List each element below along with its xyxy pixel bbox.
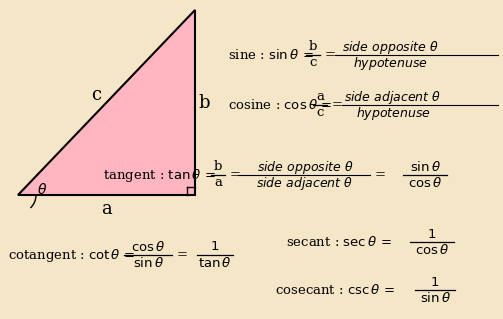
Text: sine : $\sin\theta\,=$: sine : $\sin\theta\,=$ <box>228 48 314 62</box>
Text: $\theta$: $\theta$ <box>37 182 47 197</box>
Text: $1$: $1$ <box>431 276 440 288</box>
Text: $1$: $1$ <box>210 241 220 254</box>
Text: c: c <box>316 107 324 120</box>
Text: c: c <box>309 56 317 70</box>
Text: a: a <box>214 176 222 189</box>
Text: $\cos\theta$: $\cos\theta$ <box>408 176 442 190</box>
Text: $1$: $1$ <box>428 227 437 241</box>
Text: cosine : $\cos\theta\,=$: cosine : $\cos\theta\,=$ <box>228 98 332 112</box>
Text: a: a <box>316 91 324 103</box>
Text: $\mathit{hypotenuse}$: $\mathit{hypotenuse}$ <box>353 55 428 71</box>
Text: $\mathit{side\ adjacent}\ \mathit{\theta}$: $\mathit{side\ adjacent}\ \mathit{\theta… <box>345 88 442 106</box>
Text: b: b <box>198 93 210 112</box>
Text: a: a <box>101 200 112 218</box>
Text: $\sin\theta$: $\sin\theta$ <box>409 160 441 174</box>
Text: $\tan\theta$: $\tan\theta$ <box>198 256 232 270</box>
Text: b: b <box>214 160 222 174</box>
Text: $\mathit{hypotenuse}$: $\mathit{hypotenuse}$ <box>356 105 431 122</box>
Text: =: = <box>375 168 386 182</box>
Text: secant : $\sec\theta\,=$: secant : $\sec\theta\,=$ <box>286 235 392 249</box>
Text: cosecant : $\csc\theta\,=$: cosecant : $\csc\theta\,=$ <box>275 283 395 297</box>
Text: $\cos\theta$: $\cos\theta$ <box>131 240 165 254</box>
Text: cotangent : $\cot\theta\,=$: cotangent : $\cot\theta\,=$ <box>8 247 135 263</box>
Text: c: c <box>92 85 102 103</box>
Text: $\mathit{side\ opposite}\ \mathit{\theta}$: $\mathit{side\ opposite}\ \mathit{\theta… <box>342 39 439 56</box>
Text: =: = <box>177 249 188 262</box>
Text: =: = <box>325 48 336 62</box>
Text: tangent : $\tan\theta\,=$: tangent : $\tan\theta\,=$ <box>103 167 216 183</box>
Text: $\mathit{side\ adjacent}\ \mathit{\theta}$: $\mathit{side\ adjacent}\ \mathit{\theta… <box>257 174 354 191</box>
Text: b: b <box>309 41 317 54</box>
Polygon shape <box>18 10 195 195</box>
Text: $\sin\theta$: $\sin\theta$ <box>420 291 451 305</box>
Text: $\sin\theta$: $\sin\theta$ <box>132 256 163 270</box>
Text: $\cos\theta$: $\cos\theta$ <box>415 243 449 257</box>
Text: =: = <box>332 99 343 112</box>
Text: =: = <box>230 168 241 182</box>
Text: $\mathit{side\ opposite}\ \mathit{\theta}$: $\mathit{side\ opposite}\ \mathit{\theta… <box>257 159 354 175</box>
